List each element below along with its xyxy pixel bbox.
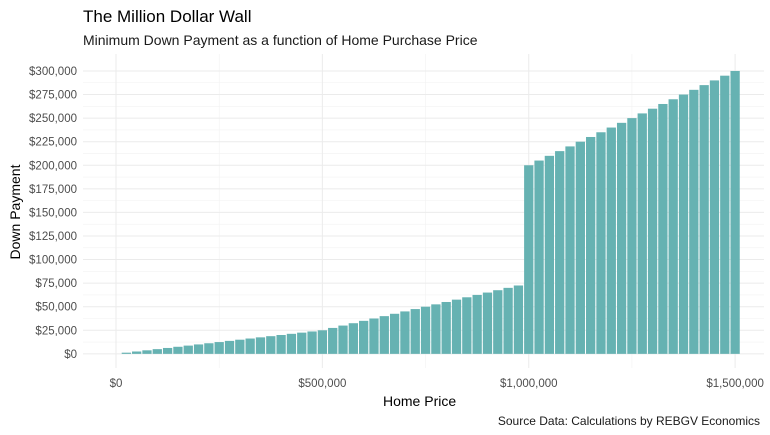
bar (586, 136, 596, 354)
bar (606, 127, 616, 354)
bar (720, 75, 730, 354)
bar (214, 342, 224, 354)
bar (555, 151, 565, 354)
y-tick-label: $225,000 (29, 137, 77, 149)
bar (121, 352, 131, 354)
bar (400, 311, 410, 354)
bar (142, 350, 152, 354)
chart-title: The Million Dollar Wall (83, 7, 252, 26)
y-tick-label: $125,000 (29, 231, 77, 243)
bar (420, 306, 431, 354)
bar (534, 160, 544, 354)
bar (204, 343, 214, 354)
bar (173, 346, 183, 354)
bar (658, 103, 668, 354)
bar (348, 323, 358, 354)
bar (565, 146, 575, 354)
bar (317, 330, 328, 354)
bar (359, 320, 369, 354)
y-tick-label: $50,000 (35, 302, 77, 314)
x-tick-label: $500,000 (298, 378, 346, 390)
chart-caption: Source Data: Calculations by REBGV Econo… (497, 414, 760, 428)
x-tick-label: $1,000,000 (500, 378, 558, 390)
bar (297, 332, 307, 354)
x-axis-label: Home Price (383, 393, 457, 409)
bars (121, 70, 740, 354)
bar (647, 108, 658, 354)
y-axis-label: Down Payment (7, 164, 23, 260)
bar (627, 118, 637, 354)
bar (369, 318, 379, 354)
y-tick-label: $200,000 (29, 160, 77, 172)
bar (678, 94, 689, 354)
y-tick-label: $75,000 (35, 278, 77, 290)
bar (224, 340, 235, 354)
bar (596, 132, 606, 354)
bar (132, 351, 142, 354)
bar (328, 327, 338, 354)
bar (162, 347, 173, 354)
bar (431, 304, 441, 354)
x-tick-label: $1,500,000 (706, 378, 764, 390)
bar (183, 345, 193, 354)
y-tick-label: $275,000 (29, 90, 77, 102)
bar (637, 113, 647, 354)
y-tick-label: $100,000 (29, 255, 77, 267)
bar (689, 89, 699, 354)
bar (513, 285, 524, 354)
x-tick-label: $0 (110, 378, 123, 390)
bar (616, 122, 627, 354)
bar (245, 338, 255, 354)
bar (286, 333, 297, 354)
bar (524, 165, 534, 354)
bar (575, 141, 585, 354)
bar (276, 334, 286, 354)
bar (730, 70, 740, 354)
y-axis-ticks: $0 $25,000 $50,000 $75,000 $100,000 $125,000 $… (29, 66, 77, 361)
bar (482, 292, 493, 354)
bar (441, 301, 451, 354)
bar (451, 299, 462, 354)
bar (235, 339, 245, 354)
bar (503, 287, 513, 354)
bar (152, 349, 162, 354)
bar (389, 313, 400, 354)
bar (266, 336, 276, 354)
y-tick-label: $25,000 (35, 325, 77, 337)
bar (379, 316, 389, 354)
bar (410, 309, 420, 354)
bar (338, 325, 348, 354)
chart-subtitle: Minimum Down Payment as a function of Ho… (83, 32, 478, 48)
bar (307, 331, 317, 354)
y-tick-label: $250,000 (29, 113, 77, 125)
y-tick-label: $0 (64, 349, 77, 361)
bar (699, 85, 709, 354)
bar (462, 297, 472, 354)
y-tick-label: $175,000 (29, 184, 77, 196)
bar (472, 294, 482, 354)
x-axis-ticks: $0 $500,000 $1,000,000 $1,500,000 (110, 378, 764, 390)
y-tick-label: $300,000 (29, 66, 77, 78)
bar (493, 290, 503, 354)
y-tick-label: $150,000 (29, 207, 77, 219)
bar (668, 99, 678, 354)
bar (255, 337, 266, 354)
bar (193, 344, 204, 354)
bar (709, 80, 720, 354)
bar (544, 155, 555, 354)
